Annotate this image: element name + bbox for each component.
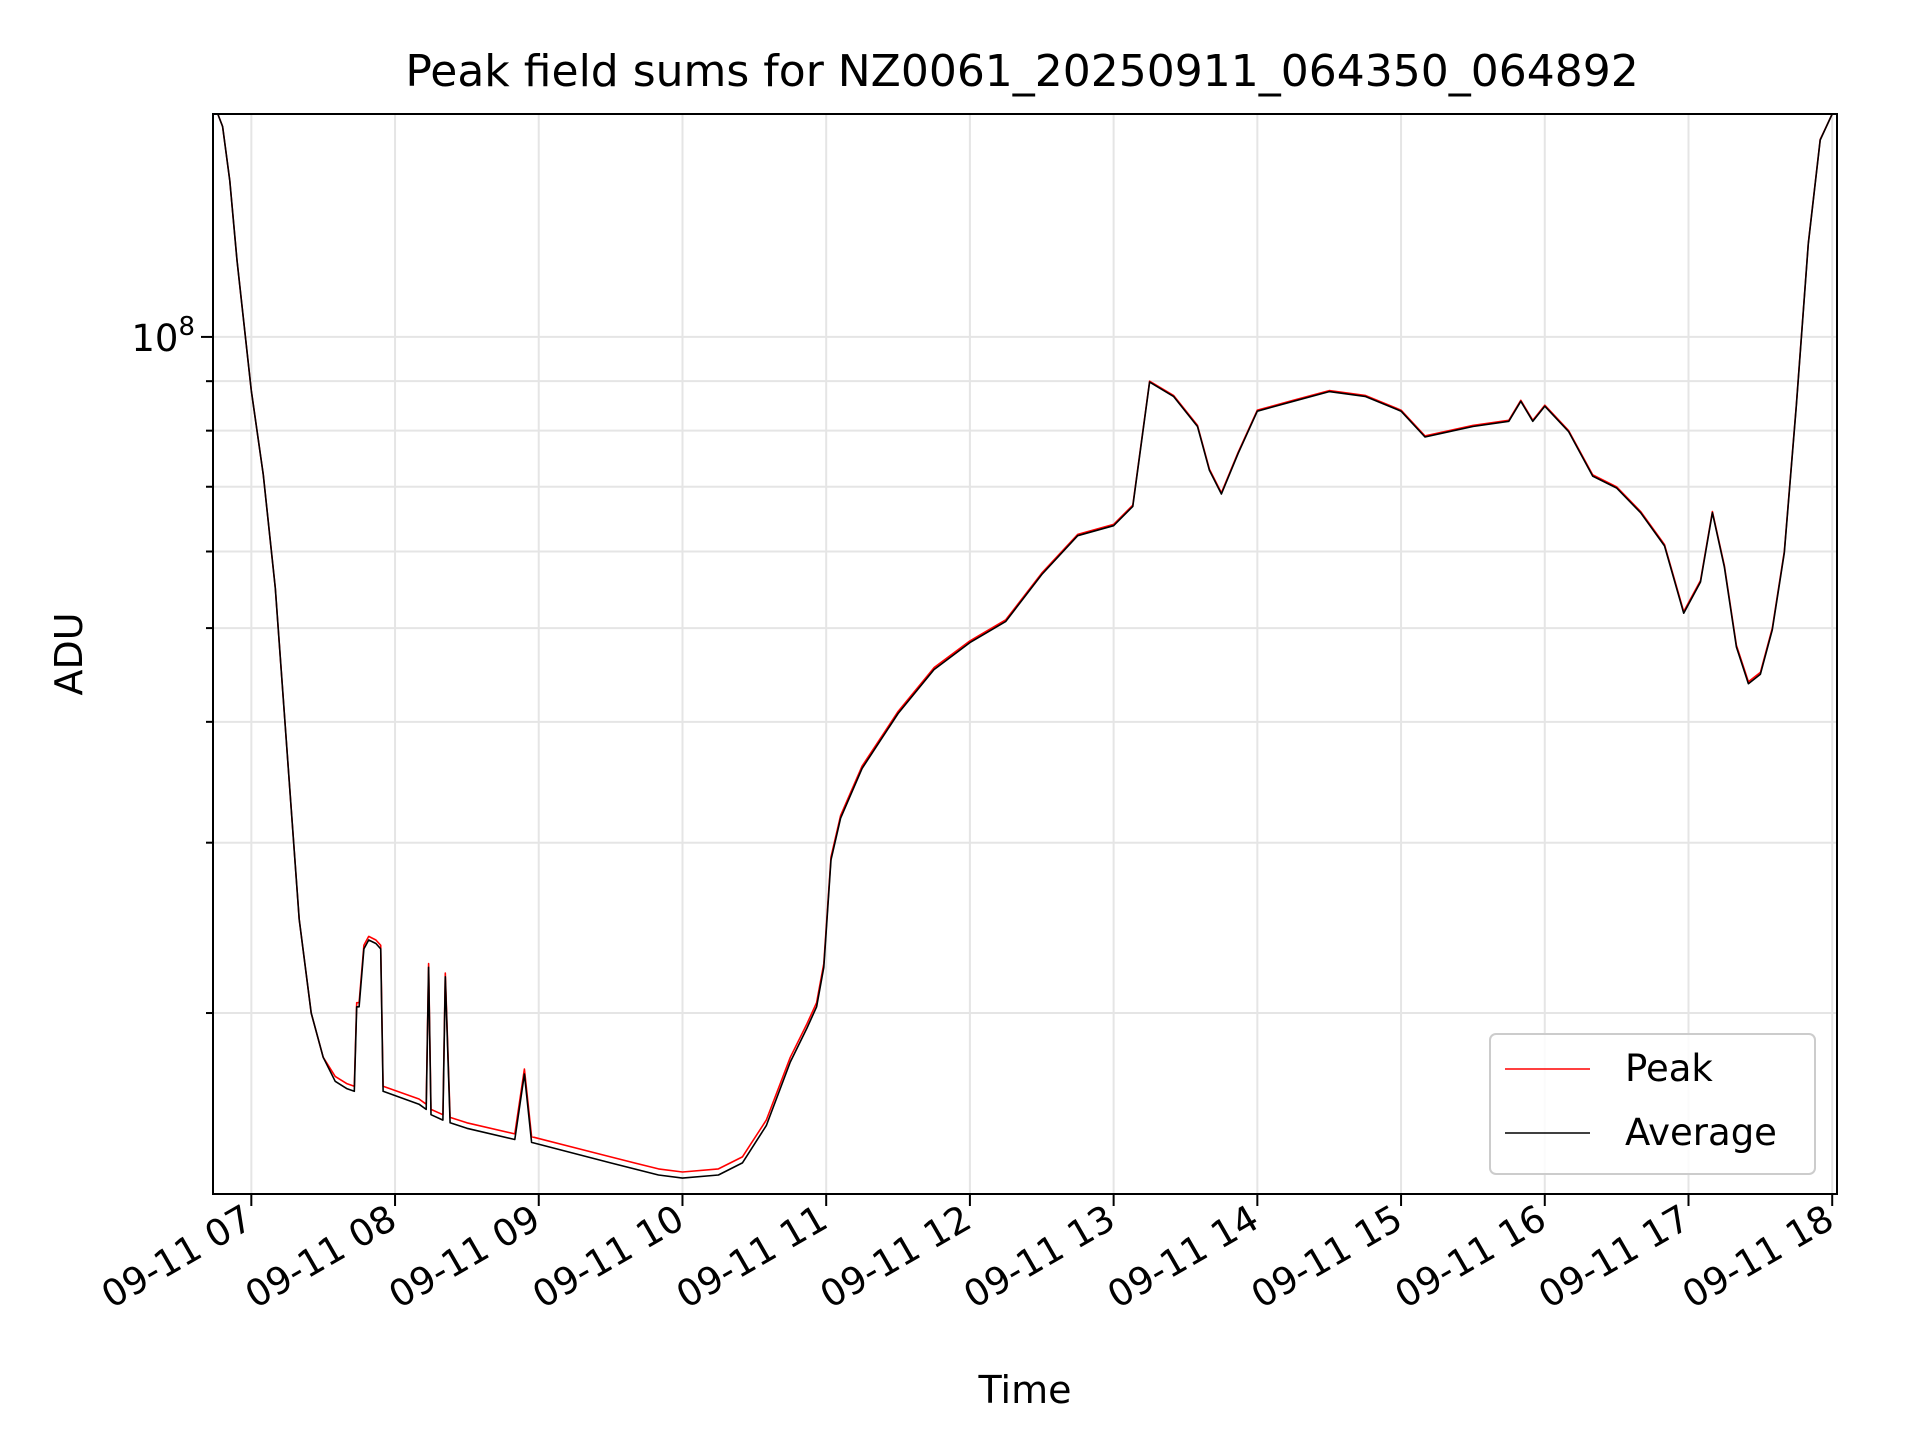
- y-axis: 108: [131, 312, 213, 1015]
- series-line-peak: [217, 113, 1833, 1173]
- gridlines: [213, 114, 1837, 1194]
- chart-title: Peak field sums for NZ0061_20250911_0643…: [405, 46, 1638, 97]
- legend: Peak Average: [1489, 1033, 1816, 1175]
- series-line-average: [217, 113, 1833, 1179]
- plot-frame: [212, 113, 1838, 1195]
- legend-label-peak: Peak: [1625, 1047, 1713, 1090]
- y-tick-label: 108: [131, 312, 195, 360]
- x-axis-label: Time: [978, 1368, 1072, 1412]
- legend-label-average: Average: [1625, 1111, 1777, 1154]
- y-axis-label: ADU: [47, 612, 91, 695]
- series-layer: [217, 113, 1833, 1179]
